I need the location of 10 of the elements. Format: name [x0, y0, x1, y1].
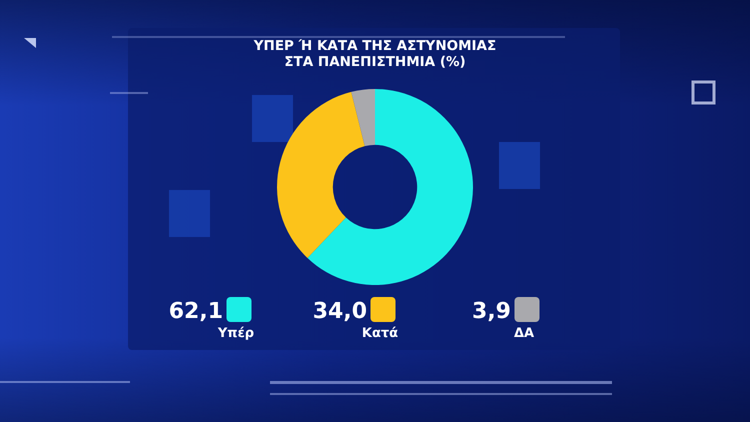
data-label: 3,9 [472, 299, 511, 324]
legend-label: Κατά [362, 326, 398, 341]
legend-label: ΔΑ [514, 326, 534, 341]
donut-slice [307, 89, 473, 285]
donut-slice [351, 89, 375, 146]
legend-label: Υπέρ [216, 326, 254, 341]
data-label: 34,0 [312, 299, 367, 324]
donut-slice [277, 92, 365, 258]
data-label: 62,1 [168, 299, 223, 324]
chart-title: ΥΠΕΡ Ή ΚΑΤΑ ΤΗΣ ΑΣΤΥΝΟΜΙΑΣ ΣΤΑ ΠΑΝΕΠΙΣΤΗΜΙΑ (%) [252, 38, 496, 70]
